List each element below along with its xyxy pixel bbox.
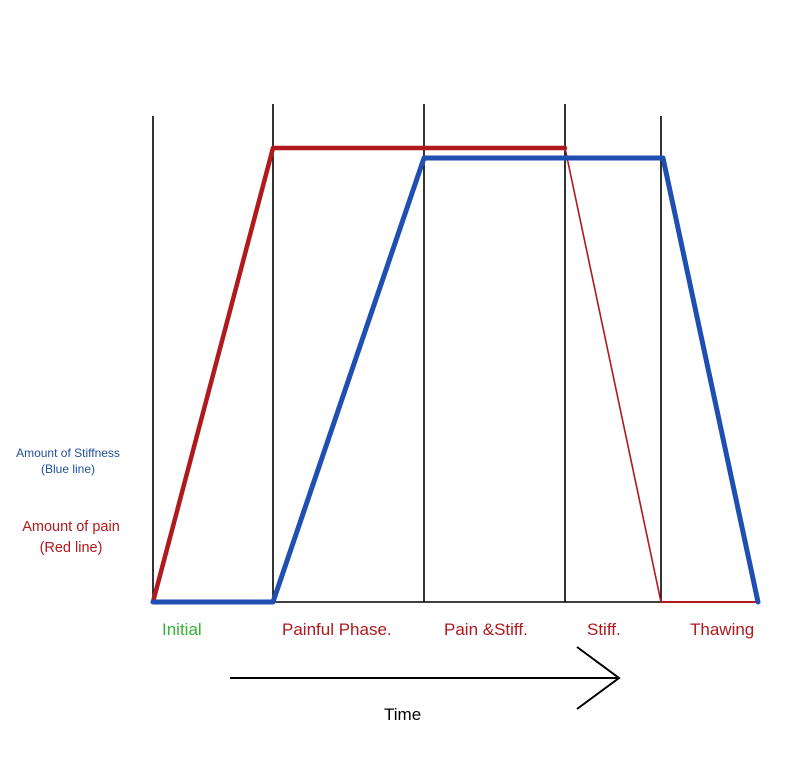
stiffness-line xyxy=(150,155,761,605)
stiffness-axis-label: Amount of Stiffness (Blue line) xyxy=(4,445,132,477)
pain-axis-label: Amount of pain (Red line) xyxy=(0,517,142,559)
phase-label-thawing: Thawing xyxy=(690,620,755,639)
phase-label-stiff: Stiff. xyxy=(587,620,621,639)
stiffness-label-title: Amount of Stiffness xyxy=(16,446,120,460)
pain-line-decline xyxy=(564,147,662,603)
pain-label-note: (Red line) xyxy=(39,540,103,556)
time-arrowhead xyxy=(576,646,621,710)
stiffness-label-note: (Blue line) xyxy=(40,462,96,476)
phase-label-pain-stiff: Pain &Stiff. xyxy=(444,620,528,639)
phase-label-painful: Painful Phase. xyxy=(282,620,392,639)
time-label: Time xyxy=(384,705,422,724)
pain-line-rise xyxy=(150,145,568,605)
phase-label-initial: Initial xyxy=(162,620,202,639)
pain-label-title: Amount of pain xyxy=(22,519,120,535)
